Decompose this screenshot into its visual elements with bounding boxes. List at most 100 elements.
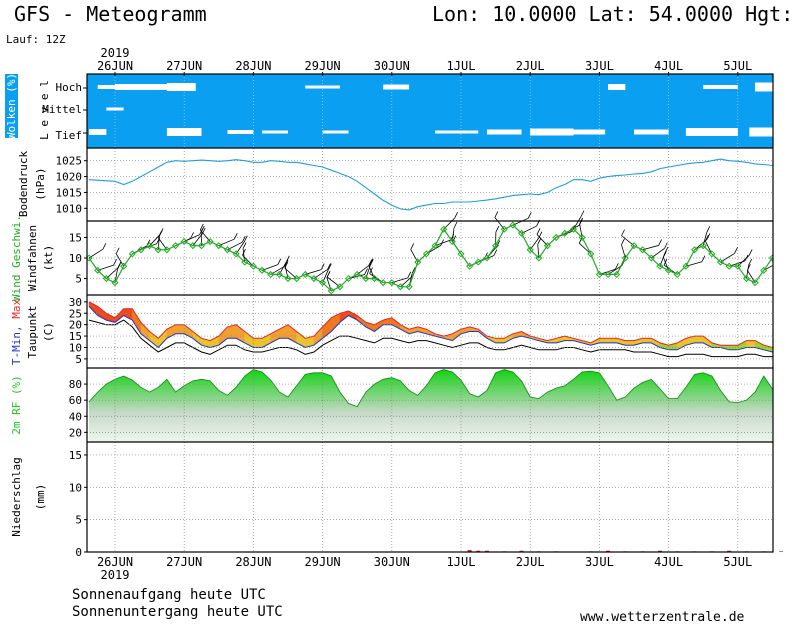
- wind-point: [543, 242, 552, 250]
- wind-barb-flag: [117, 263, 121, 270]
- wind-point: [275, 270, 283, 278]
- temperature-band-segment: [625, 340, 635, 346]
- y-tick-label: 1020: [56, 171, 83, 184]
- wind-point: [708, 250, 716, 258]
- cloud-high-block: [608, 84, 626, 90]
- cloud-low-block: [486, 129, 522, 135]
- wind-barb-flag: [537, 238, 542, 245]
- y-tick-label: 15: [69, 330, 82, 343]
- wind-point: [440, 225, 448, 233]
- wind-point: [180, 238, 188, 246]
- x-tick-label-bottom: 4JUL: [654, 555, 683, 569]
- wind-point: [647, 254, 655, 262]
- temperature-band-segment: [175, 324, 185, 335]
- cloud-level-ylabel: L e v e l: [38, 80, 51, 140]
- wind-barb-flag: [369, 258, 374, 265]
- wind-barb-flag: [496, 240, 501, 247]
- y-tick-label: 0: [75, 546, 82, 559]
- wind-point: [466, 262, 474, 270]
- wind-point: [146, 242, 154, 250]
- temperature-band-segment: [495, 338, 505, 344]
- wind-barb-flag: [791, 238, 794, 244]
- wind-barb-flag: [326, 270, 331, 278]
- wind-barb-flag: [706, 226, 711, 233]
- temperature-band-segment: [651, 337, 661, 348]
- wind-barb-flag: [369, 267, 373, 274]
- wind-point: [673, 270, 681, 278]
- wind-barb-flag: [157, 231, 162, 238]
- wind-point: [388, 279, 396, 287]
- temperature-band-segment: [746, 340, 756, 348]
- wind-barb-flag: [734, 247, 738, 254]
- wind-barb-flag: [113, 258, 117, 266]
- wind-point: [396, 283, 404, 291]
- wind-barb-flag: [536, 228, 541, 235]
- x-tick-label-top: 29JUN: [305, 59, 341, 73]
- wind-point: [725, 262, 733, 270]
- wind-point: [751, 279, 759, 287]
- cloud-level-mid: Mittel: [42, 103, 82, 116]
- x-tick-label-bottom: 3JUL: [585, 555, 614, 569]
- wind-barb: [284, 267, 297, 279]
- wind-points: [87, 221, 773, 295]
- temperature-band-segment: [400, 324, 410, 335]
- tmin-label: T-Min,: [10, 325, 23, 365]
- wind-barb-flag: [704, 234, 709, 242]
- meteogram-title: GFS - Meteogramm: [14, 2, 207, 26]
- cloud-low-block: [262, 130, 288, 134]
- wind-point: [87, 254, 93, 262]
- year-label-bottom: 2019: [101, 568, 130, 582]
- x-tick-label-top: 3JUL: [585, 59, 614, 73]
- wind-barb-flag: [664, 246, 669, 254]
- y-tick-label: 1015: [56, 186, 83, 199]
- wind-point: [578, 233, 586, 241]
- wind-barb: [356, 264, 371, 275]
- wind-point: [370, 275, 379, 283]
- wind-barb-flag: [320, 263, 325, 270]
- wind-point: [353, 270, 361, 278]
- wind-point: [448, 238, 456, 246]
- wind-point: [345, 275, 353, 283]
- x-tick-label-top: 1JUL: [447, 59, 476, 73]
- wind-point: [405, 283, 413, 291]
- wind-point: [691, 246, 699, 254]
- cloud-label-bg: [5, 74, 18, 138]
- temperature-band-segment: [149, 330, 159, 348]
- dewpoint-line: [88, 319, 773, 358]
- wind-barb: [326, 276, 341, 288]
- cloud-blocks: [89, 82, 773, 137]
- wind-barb: [88, 248, 104, 259]
- y-tick-label: 5: [75, 514, 82, 527]
- y-tick-label: 5: [75, 273, 82, 286]
- wind-barb: [270, 265, 286, 275]
- wind-barb-flag: [102, 243, 107, 250]
- wind-point: [197, 242, 206, 250]
- wind-barb: [218, 238, 235, 247]
- x-tick-label-bottom: 26JUN: [97, 555, 133, 569]
- tmax-label: Max: [10, 299, 23, 326]
- y-tick-label: 80: [69, 378, 82, 391]
- wind-barb-flag: [495, 225, 500, 233]
- cloud-low-block: [227, 130, 254, 134]
- cloud-low-block: [89, 129, 107, 135]
- temperature-band-segment: [599, 338, 609, 344]
- wind-point: [249, 262, 257, 270]
- wind-point: [535, 254, 543, 262]
- x-tick-label-top: 2JUL: [516, 59, 545, 73]
- cloud-high-block: [115, 84, 167, 90]
- y-tick-label: 20: [69, 319, 82, 332]
- wind-barb-flag: [233, 233, 238, 240]
- sunset-text: Sonnenuntergang heute UTC: [72, 604, 283, 620]
- windfahnen-ylabel: Windfahnen: [26, 225, 39, 291]
- temperature-band-segment: [192, 330, 202, 346]
- wind-barb-flag: [410, 243, 415, 250]
- humidity-area: [89, 369, 773, 442]
- wind-barb: [261, 264, 278, 271]
- wind-barb-flag: [284, 259, 289, 267]
- precip-bar: [779, 551, 784, 552]
- wind-point: [621, 254, 629, 262]
- cloud-ylabel: Wolken (%): [5, 73, 18, 139]
- wind-barb-flag: [791, 232, 794, 238]
- wind-barb: [184, 234, 200, 242]
- wind-point: [336, 283, 344, 291]
